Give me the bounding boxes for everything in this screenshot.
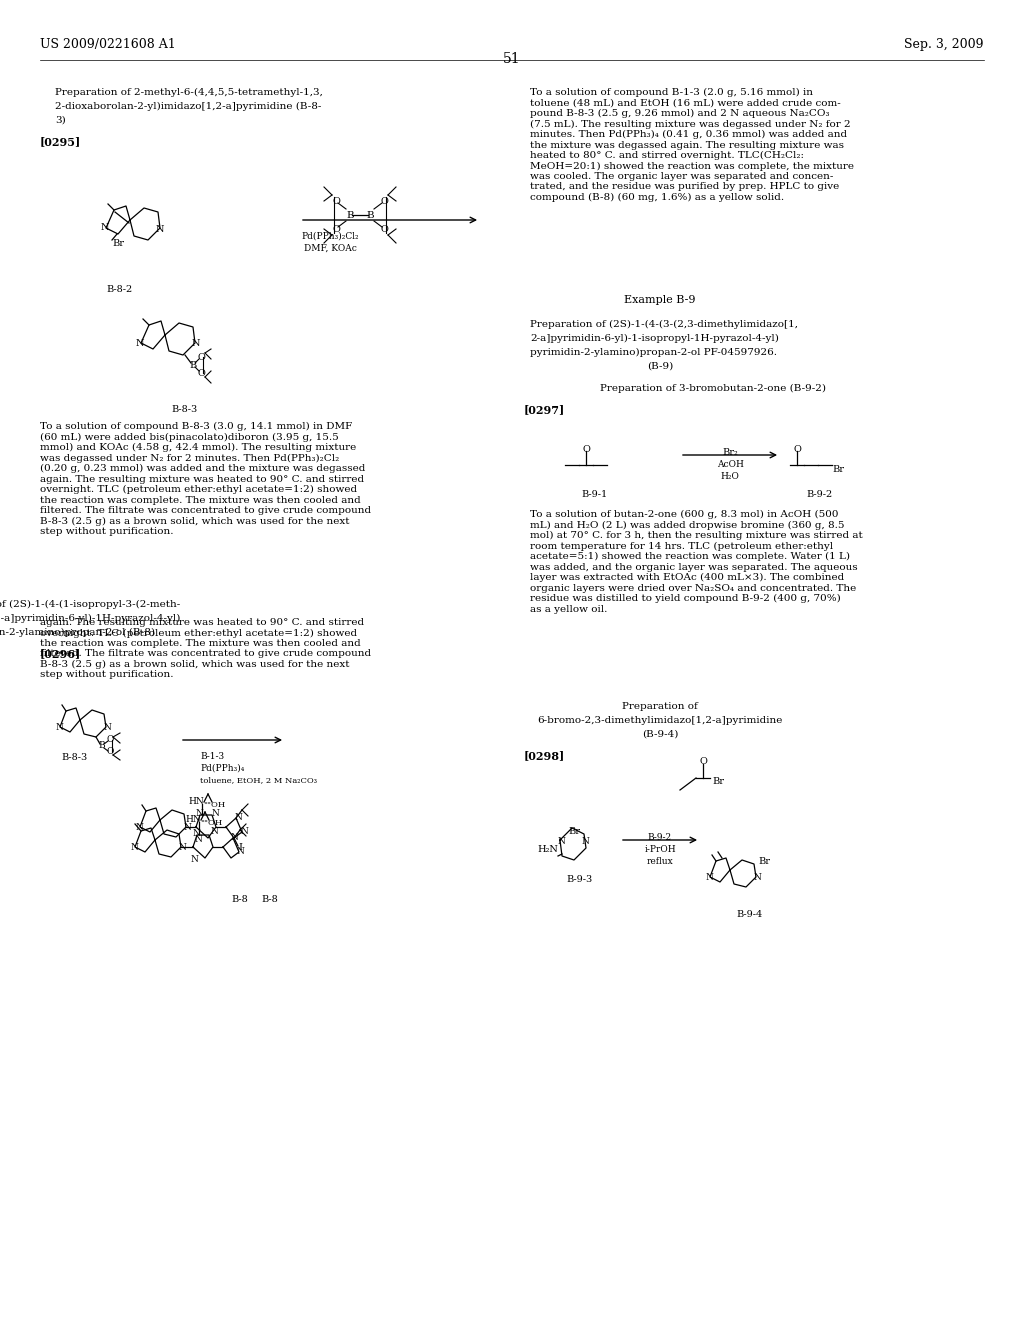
Text: N: N — [234, 813, 242, 821]
Text: O: O — [332, 224, 340, 234]
Text: B: B — [189, 360, 197, 370]
Text: N: N — [136, 338, 144, 347]
Text: O: O — [332, 197, 340, 206]
Text: B-8: B-8 — [231, 895, 249, 904]
Text: To a solution of compound B-8-3 (3.0 g, 14.1 mmol) in DMF
(60 mL) were added bis: To a solution of compound B-8-3 (3.0 g, … — [40, 422, 371, 536]
Text: To a solution of compound B-1-3 (2.0 g, 5.16 mmol) in
toluene (48 mL) and EtOH (: To a solution of compound B-1-3 (2.0 g, … — [530, 88, 854, 202]
Text: N: N — [195, 809, 203, 818]
Text: N: N — [237, 847, 244, 857]
Text: Br₂: Br₂ — [722, 447, 738, 457]
Text: 6-bromo-2,3-dimethylimidazo[1,2-a]pyrimidine: 6-bromo-2,3-dimethylimidazo[1,2-a]pyrimi… — [538, 715, 782, 725]
Text: pyrimidin-2-ylamino)propan-2-ol PF-04597926.: pyrimidin-2-ylamino)propan-2-ol PF-04597… — [530, 348, 777, 358]
Text: [0298]: [0298] — [524, 750, 565, 762]
Text: Br: Br — [712, 777, 724, 787]
Text: N: N — [195, 836, 202, 845]
Text: N: N — [191, 339, 201, 348]
Text: B-8-2: B-8-2 — [106, 285, 133, 294]
Text: Pd(PPh₃)₂Cl₂: Pd(PPh₃)₂Cl₂ — [301, 232, 358, 242]
Text: O: O — [380, 197, 388, 206]
Text: [0297]: [0297] — [524, 404, 565, 414]
Text: O: O — [793, 445, 801, 454]
Text: B: B — [346, 210, 354, 219]
Text: To a solution of butan-2-one (600 g, 8.3 mol) in AcOH (500
mL) and H₂O (2 L) was: To a solution of butan-2-one (600 g, 8.3… — [530, 510, 863, 614]
Text: N: N — [240, 828, 248, 837]
Text: N: N — [103, 722, 111, 731]
Text: N: N — [190, 855, 198, 865]
Text: B: B — [367, 210, 374, 219]
Text: (B-9): (B-9) — [647, 362, 673, 371]
Text: AcOH: AcOH — [717, 459, 743, 469]
Text: toluene, EtOH, 2 M Na₂CO₃: toluene, EtOH, 2 M Na₂CO₃ — [200, 776, 317, 784]
Text: O: O — [380, 224, 388, 234]
Text: O: O — [197, 368, 205, 378]
Text: again. The resulting mixture was heated to 90° C. and stirred
overnight. TLC (pe: again. The resulting mixture was heated … — [40, 618, 371, 680]
Text: B-9-4: B-9-4 — [737, 909, 763, 919]
Text: N: N — [230, 833, 238, 842]
Text: B: B — [98, 742, 105, 751]
Text: Example B-9: Example B-9 — [625, 294, 695, 305]
Text: pyrimidin-2-ylamino)propan-2-ol (B-8): pyrimidin-2-ylamino)propan-2-ol (B-8) — [0, 628, 155, 638]
Text: N: N — [178, 842, 186, 851]
Text: N: N — [156, 224, 164, 234]
Text: B-1-3: B-1-3 — [200, 752, 224, 762]
Text: B-8: B-8 — [261, 895, 279, 904]
Text: H₂O: H₂O — [721, 473, 739, 480]
Text: N: N — [211, 808, 219, 817]
Text: 2-dioxaborolan-2-yl)imidazo[1,2-a]pyrimidine (B-8-: 2-dioxaborolan-2-yl)imidazo[1,2-a]pyrimi… — [55, 102, 322, 111]
Text: ylimidazo[1,2-a]pyrimidin-6-yl)-1H-pyrazol-4-yl): ylimidazo[1,2-a]pyrimidin-6-yl)-1H-pyraz… — [0, 614, 180, 623]
Text: B-8-3: B-8-3 — [172, 405, 198, 414]
Text: Br: Br — [112, 239, 124, 248]
Text: N: N — [557, 837, 565, 846]
Text: Preparation of (2S)-1-(4-(1-isopropyl-3-(2-meth-: Preparation of (2S)-1-(4-(1-isopropyl-3-… — [0, 601, 180, 609]
Text: reflux: reflux — [646, 857, 674, 866]
Text: O: O — [106, 735, 114, 744]
Text: O: O — [582, 445, 590, 454]
Text: N: N — [581, 837, 589, 846]
Text: [0295]: [0295] — [40, 136, 81, 147]
Text: Br: Br — [758, 858, 770, 866]
Text: N: N — [753, 873, 761, 882]
Text: N: N — [130, 842, 138, 851]
Text: H₂N: H₂N — [538, 846, 558, 854]
Text: Pd(PPh₃)₄: Pd(PPh₃)₄ — [200, 764, 245, 774]
Text: 3): 3) — [55, 116, 66, 125]
Text: HN: HN — [188, 797, 204, 807]
Text: ""OH: ""OH — [200, 818, 222, 828]
Text: B-9-3: B-9-3 — [567, 875, 593, 884]
Text: (B-9-4): (B-9-4) — [642, 730, 678, 739]
Text: B-8-3: B-8-3 — [61, 752, 88, 762]
Text: Preparation of: Preparation of — [623, 702, 698, 711]
Text: B-9-1: B-9-1 — [582, 490, 608, 499]
Text: HN: HN — [185, 816, 201, 825]
Text: Preparation of 2-methyl-6-(4,4,5,5-tetramethyl-1,3,: Preparation of 2-methyl-6-(4,4,5,5-tetra… — [55, 88, 323, 98]
Text: Preparation of 3-bromobutan-2-one (B-9-2): Preparation of 3-bromobutan-2-one (B-9-2… — [600, 384, 826, 393]
Text: 51: 51 — [503, 51, 521, 66]
Text: O: O — [106, 747, 114, 756]
Text: Sep. 3, 2009: Sep. 3, 2009 — [904, 38, 984, 51]
Text: [0296]: [0296] — [40, 648, 81, 659]
Text: N: N — [706, 873, 713, 882]
Text: ""OH: ""OH — [203, 801, 225, 809]
Text: Br: Br — [568, 828, 580, 837]
Text: I: I — [238, 843, 242, 853]
Text: B-9-2: B-9-2 — [807, 490, 834, 499]
Text: N: N — [100, 223, 110, 232]
Text: N: N — [135, 822, 143, 832]
Text: B-9-2: B-9-2 — [648, 833, 672, 842]
Text: O: O — [197, 352, 205, 362]
Text: DMF, KOAc: DMF, KOAc — [303, 244, 356, 253]
Text: O: O — [699, 758, 707, 767]
Text: Preparation of (2S)-1-(4-(3-(2,3-dimethylimidazo[1,: Preparation of (2S)-1-(4-(3-(2,3-dimethy… — [530, 319, 798, 329]
Text: N: N — [183, 822, 190, 832]
Text: N: N — [210, 828, 218, 837]
Text: i-PrOH: i-PrOH — [644, 845, 676, 854]
Text: N: N — [55, 722, 62, 731]
Text: Br: Br — [831, 465, 844, 474]
Text: US 2009/0221608 A1: US 2009/0221608 A1 — [40, 38, 176, 51]
Text: 2-a]pyrimidin-6-yl)-1-isopropyl-1H-pyrazol-4-yl): 2-a]pyrimidin-6-yl)-1-isopropyl-1H-pyraz… — [530, 334, 779, 343]
Text: N: N — [193, 829, 200, 837]
